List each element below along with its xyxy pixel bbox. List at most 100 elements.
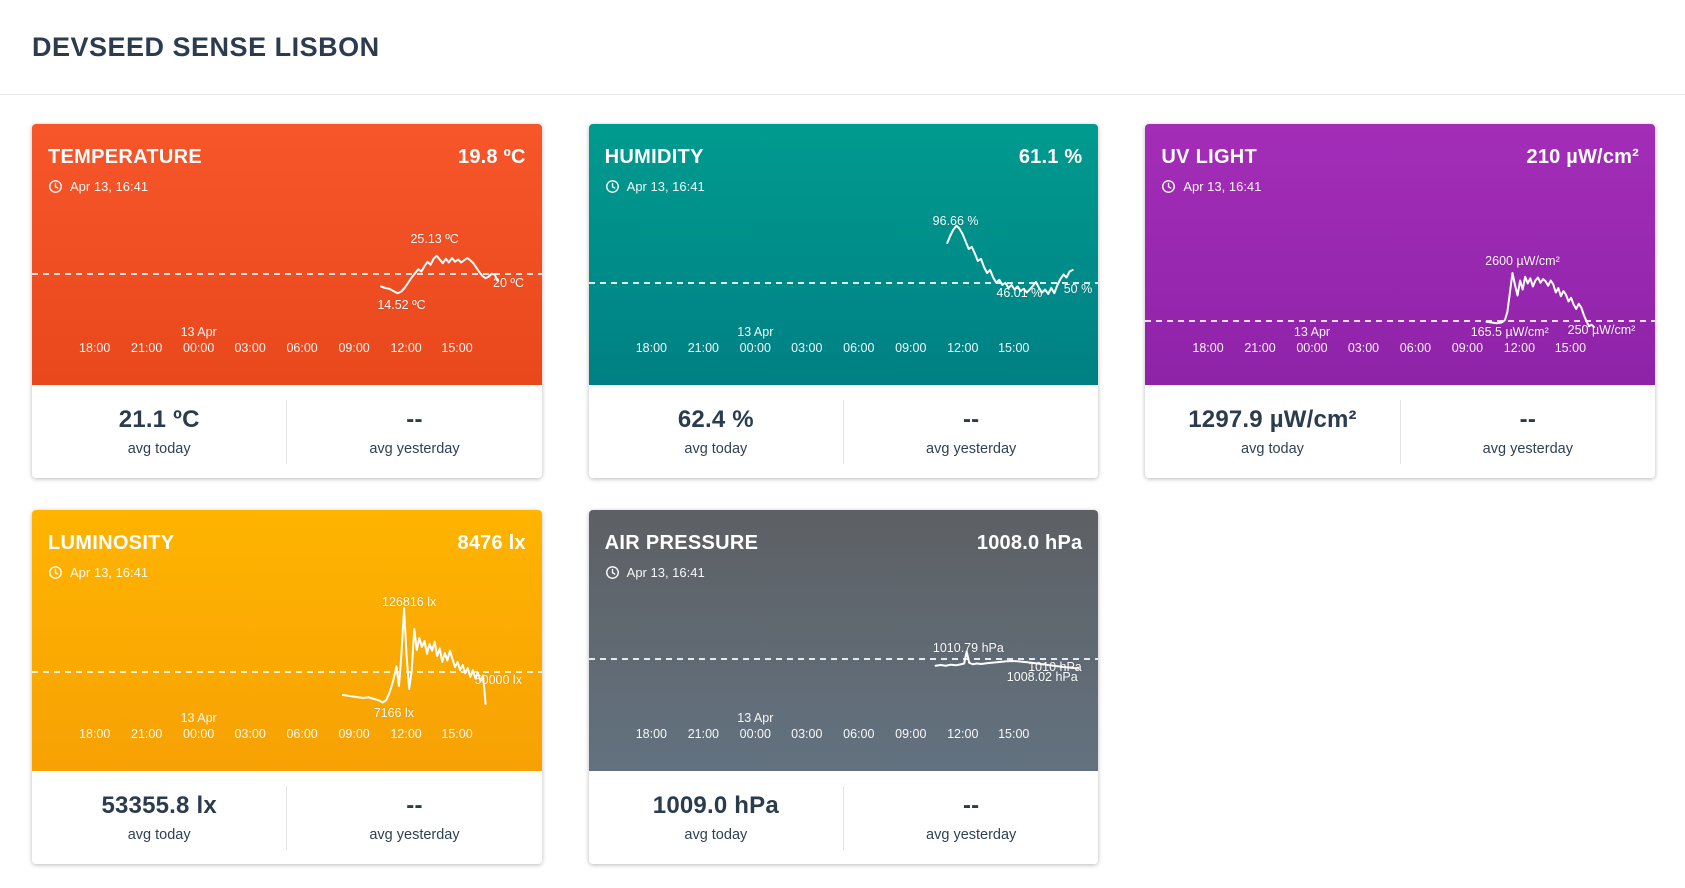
avg-yesterday-label: avg yesterday [369,827,460,843]
avg-today-label: avg today [127,827,191,843]
x-tick: 12:00 [390,340,421,356]
x-tick: 13 Apr 00:00 [1294,324,1330,357]
x-tick: 18:00 [636,340,667,356]
sensor-card-header: TEMPERATURE 19.8 ºC [32,124,542,169]
sensor-card-top: HUMIDITY 61.1 % Apr 13, 16:41 96.66 % 46… [588,124,1099,385]
sensor-card-footer: 1297.9 µW/cm² avg today -- avg yesterday [1145,385,1655,478]
sparkline-path [1487,273,1595,327]
avg-today-value: 62.4 % [677,406,754,433]
avg-today-value: 53355.8 lx [101,792,217,819]
sparkline-svg [32,596,542,746]
sensor-timestamp: Apr 13, 16:41 [589,555,1099,580]
x-tick: 12:00 [1504,340,1535,356]
x-tick: 15:00 [441,726,472,742]
sparkline-chart: 25.13 ºC 14.52 ºC 20 ºC 18:00 21:00 13 Apr… [32,210,542,360]
x-tick-time: 18:00 [79,726,111,741]
sparkline-chart: 2600 µW/cm² 165.5 µW/cm² 250 µW/cm² 18:0… [1145,210,1655,360]
x-tick-time: 12:00 [1503,340,1536,355]
reference-line [588,657,1099,660]
sensor-title: HUMIDITY [604,146,704,168]
chart-max-label: 96.66 % [932,213,979,228]
reference-line [32,273,542,275]
page-header: DEVSEED SENSE LISBON [0,0,1685,95]
sensor-title: AIR PRESSURE [604,532,759,554]
x-tick: 13 Apr 00:00 [181,324,217,357]
x-tick-time: 12:00 [390,340,422,355]
x-tick: 03:00 [1348,340,1379,356]
x-tick: 15:00 [998,726,1029,742]
x-tick: 03:00 [234,726,265,742]
sparkline-svg [589,210,1099,360]
stat-divider [1399,399,1401,464]
x-tick-day: 13 Apr [1293,324,1331,339]
sensor-card-uv-light: UV LIGHT 210 µW/cm² Apr 13, 16:41 2600 µ… [1145,124,1655,478]
avg-yesterday-stat: -- avg yesterday [844,792,1098,843]
x-tick: 09:00 [895,726,926,742]
reference-line [32,671,542,673]
x-tick-time: 06:00 [1399,340,1432,355]
sensor-card-humidity: HUMIDITY 61.1 % Apr 13, 16:41 96.66 % 46… [588,124,1099,478]
x-tick-time: 09:00 [1451,340,1484,355]
timestamp-text: Apr 13, 16:41 [626,565,705,580]
avg-yesterday-label: avg yesterday [926,827,1017,843]
x-tick-time: 06:00 [843,340,875,355]
sensor-timestamp: Apr 13, 16:41 [1145,169,1655,194]
avg-today-stat: 53355.8 lx avg today [32,792,286,843]
reference-line-label: 50 % [1063,281,1093,296]
sensor-current-value: 19.8 ºC [458,146,526,168]
clock-icon [49,180,62,193]
sensor-title: TEMPERATURE [48,146,203,168]
reference-line-label: 1010 hPa [1028,659,1082,674]
x-tick: 13 Apr 00:00 [737,710,773,743]
sensor-timestamp: Apr 13, 16:41 [32,555,542,580]
avg-yesterday-value: -- [406,792,423,819]
timestamp-text: Apr 13, 16:41 [1183,179,1262,194]
sensor-card-air-pressure: AIR PRESSURE 1008.0 hPa Apr 13, 16:41 10… [588,510,1099,864]
avg-yesterday-value: -- [962,406,980,433]
chart-max-label: 25.13 ºC [410,231,459,246]
sensor-title: UV LIGHT [1161,146,1258,168]
avg-today-label: avg today [127,441,191,457]
x-tick: 03:00 [234,340,265,356]
sensor-card-header: HUMIDITY 61.1 % [589,124,1099,169]
x-tick-time: 18:00 [635,340,667,355]
x-tick-time: 06:00 [286,726,318,741]
x-tick-time: 18:00 [79,340,111,355]
x-tick-time: 15:00 [441,726,473,741]
x-tick-day: 13 Apr [180,324,217,339]
avg-today-stat: 1009.0 hPa avg today [589,792,843,843]
x-tick: 12:00 [947,340,978,356]
x-tick-time: 03:00 [791,340,823,355]
x-tick: 13 Apr 00:00 [737,324,773,357]
sensor-card-top: LUMINOSITY 8476 lx Apr 13, 16:41 126816 … [32,510,542,771]
x-tick-time: 21:00 [687,726,719,741]
x-tick: 06:00 [286,726,317,742]
chart-max-label: 126816 lx [382,595,437,609]
x-tick: 09:00 [1452,340,1483,356]
avg-yesterday-stat: -- avg yesterday [844,406,1098,457]
x-tick: 06:00 [843,340,874,356]
avg-today-value: 21.1 ºC [118,406,200,433]
stat-divider [843,785,844,850]
sensor-card-footer: 21.1 ºC avg today -- avg yesterday [32,385,542,478]
avg-today-stat: 62.4 % avg today [589,406,843,457]
x-tick-time: 15:00 [441,340,473,355]
clock-icon [1162,180,1176,193]
x-tick: 18:00 [79,340,110,356]
sensor-card-header: UV LIGHT 210 µW/cm² [1145,124,1655,169]
chart-max-label: 2600 µW/cm² [1485,254,1560,268]
avg-yesterday-stat: -- avg yesterday [287,406,541,457]
sensor-card-top: TEMPERATURE 19.8 ºC Apr 13, 16:41 25.13 … [32,124,542,385]
x-tick-time: 21:00 [687,340,719,355]
x-tick: 21:00 [688,340,719,356]
x-tick: 06:00 [1400,340,1431,356]
x-tick-time: 12:00 [947,340,979,355]
sparkline-svg [589,596,1099,746]
stat-divider [286,785,288,850]
x-tick: 06:00 [843,726,874,742]
x-tick-time: 18:00 [1192,340,1224,355]
avg-today-stat: 21.1 ºC avg today [32,406,286,457]
avg-yesterday-label: avg yesterday [926,441,1017,457]
avg-yesterday-label: avg yesterday [369,441,460,457]
stat-divider [843,399,844,464]
